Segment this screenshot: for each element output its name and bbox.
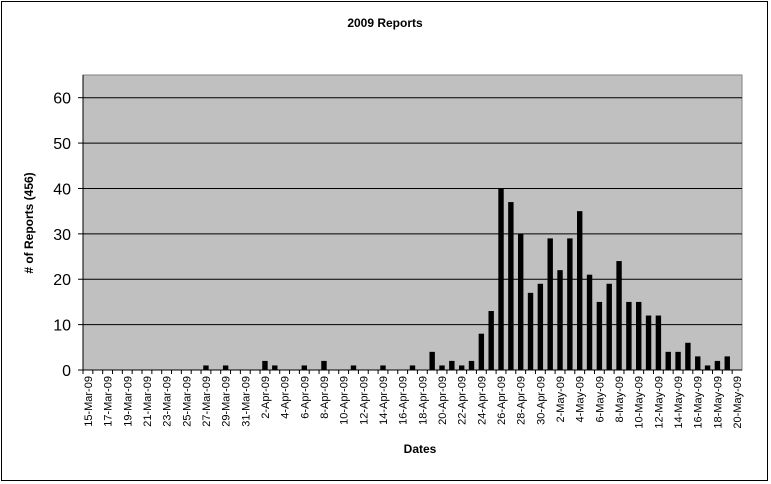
- bar: [449, 360, 455, 370]
- bar: [596, 301, 603, 370]
- bar: [350, 365, 357, 370]
- bar: [517, 233, 524, 370]
- bar: [685, 342, 691, 370]
- bar: [439, 365, 445, 370]
- bar: [695, 356, 701, 370]
- y-axis-title: # of Reports (456): [22, 172, 36, 273]
- bar: [704, 365, 711, 370]
- y-tick-label: 40: [53, 181, 71, 198]
- bar: [645, 315, 652, 370]
- x-tick-label: 6-May-09: [594, 376, 606, 422]
- bar: [203, 365, 209, 370]
- bar: [488, 311, 494, 370]
- x-tick-label: 12-May-09: [653, 376, 665, 429]
- x-tick-label: 20-Apr-09: [437, 376, 449, 425]
- bar: [468, 360, 475, 370]
- x-tick-label: 20-May-09: [732, 376, 744, 429]
- bar: [478, 333, 485, 370]
- bar: [321, 360, 327, 370]
- y-tick-label: 20: [53, 272, 71, 289]
- x-tick-label: 24-Apr-09: [476, 376, 488, 425]
- x-tick-label: 25-Mar-09: [181, 376, 193, 427]
- x-tick-label: 28-Apr-09: [516, 376, 528, 425]
- x-tick-label: 10-May-09: [634, 376, 646, 429]
- x-tick-label: 18-May-09: [712, 376, 724, 429]
- x-tick-label: 10-Apr-09: [339, 376, 351, 425]
- bar: [616, 261, 622, 370]
- bar: [636, 301, 642, 370]
- bar: [222, 365, 229, 370]
- bar: [262, 360, 268, 370]
- x-tick-label: 27-Mar-09: [201, 376, 213, 427]
- bar: [675, 351, 681, 370]
- x-tick-label: 4-Apr-09: [280, 376, 292, 419]
- x-tick-label: 16-May-09: [693, 376, 705, 429]
- x-tick-label: 16-Apr-09: [398, 376, 410, 425]
- bar: [301, 365, 308, 370]
- x-tick-label: 23-Mar-09: [162, 376, 174, 427]
- x-tick-label: 22-Apr-09: [457, 376, 469, 425]
- bar: [458, 365, 465, 370]
- x-tick-label: 4-May-09: [575, 376, 587, 422]
- bar: [655, 315, 662, 370]
- x-tick-label: 29-Mar-09: [221, 376, 233, 427]
- bar: [626, 301, 632, 370]
- y-tick-label: 0: [62, 363, 71, 380]
- x-tick-label: 14-May-09: [673, 376, 685, 429]
- x-tick-label: 19-Mar-09: [122, 376, 134, 427]
- x-tick-label: 8-May-09: [614, 376, 626, 422]
- bar: [527, 292, 534, 370]
- x-axis-title: Dates: [404, 442, 437, 456]
- plot-area: [82, 74, 743, 371]
- y-tick-label: 10: [53, 318, 71, 335]
- bar: [508, 202, 514, 370]
- x-tick-label: 30-Apr-09: [535, 376, 547, 425]
- bar: [557, 270, 563, 370]
- bar: [665, 351, 671, 370]
- bar: [547, 238, 553, 370]
- x-tick-label: 2-May-09: [555, 376, 567, 422]
- y-tick-label: 60: [53, 91, 71, 108]
- x-tick-label: 18-Apr-09: [417, 376, 429, 425]
- y-tick-label: 30: [53, 227, 71, 244]
- bar: [537, 283, 544, 370]
- bar: [429, 351, 435, 370]
- x-tick-label: 15-Mar-09: [83, 376, 95, 427]
- x-tick-label: 8-Apr-09: [319, 376, 331, 419]
- bar: [586, 274, 593, 370]
- bar: [409, 365, 416, 370]
- x-tick-label: 2-Apr-09: [260, 376, 272, 419]
- bar: [380, 365, 386, 370]
- bar: [714, 360, 721, 370]
- bar: [606, 283, 612, 370]
- chart-title: 2009 Reports: [347, 16, 423, 30]
- x-tick-label: 26-Apr-09: [496, 376, 508, 425]
- x-tick-label: 31-Mar-09: [240, 376, 252, 427]
- bar: [272, 365, 278, 370]
- x-tick-label: 17-Mar-09: [103, 376, 115, 427]
- x-tick-label: 12-Apr-09: [358, 376, 370, 425]
- bar: [567, 238, 573, 370]
- x-tick-label: 21-Mar-09: [142, 376, 154, 427]
- x-tick-label: 6-Apr-09: [299, 376, 311, 419]
- bar: [724, 356, 730, 370]
- bar: [498, 188, 504, 370]
- x-tick-label: 14-Apr-09: [378, 376, 390, 425]
- bar: [577, 211, 583, 370]
- y-tick-label: 50: [53, 136, 71, 153]
